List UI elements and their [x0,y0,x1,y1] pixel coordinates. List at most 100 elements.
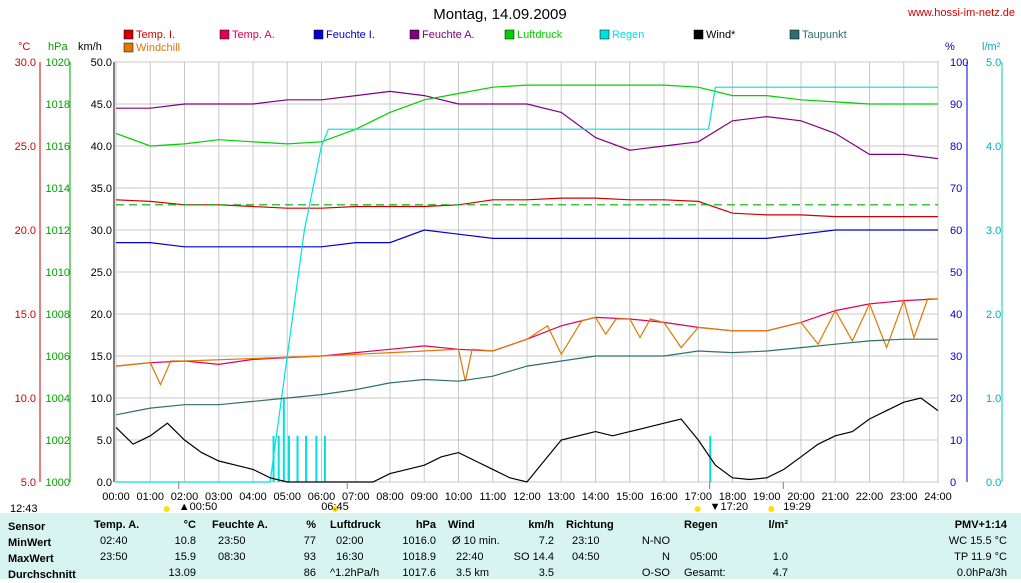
legend-swatch [409,29,420,40]
tick-label-celsius: 25.0 [15,141,36,153]
series-taupunkt [115,338,938,416]
tick-label-time: 14:00 [582,491,610,503]
stats-direction-2: N [662,551,670,563]
chart-title: Montag, 14.09.2009 [433,6,567,23]
tick-label-time: 16:00 [650,491,678,503]
stats-min-label: MinWert [8,537,52,549]
stats-humidity-min-time: 23:50 [218,535,246,547]
tick-label-percent: 10 [950,435,962,447]
axis-unit-rain: l/m² [982,41,1001,53]
legend-label: Temp. A. [232,29,275,41]
time-marker-label: 06:45 [321,501,349,513]
tick-label-rain: 0.0 [986,477,1001,489]
tick-label-hpa: 1000 [46,477,70,489]
stats-direction-column: Richtung 23:10 N-NO 04:50 N O-SO [560,513,674,579]
site-url[interactable]: www.hossi-im-netz.de [908,7,1015,19]
series-wind [115,397,939,483]
legend-swatch [123,42,134,53]
series-windchill [115,298,938,387]
tick-label-hpa: 1012 [46,225,70,237]
tick-label-percent: 30 [950,351,962,363]
tick-label-hpa: 1008 [46,309,70,321]
time-marker-label: 19:29 [783,501,811,513]
tick-label-hpa: 1016 [46,141,70,153]
stats-windchill: WC 15.5 °C [948,535,1007,547]
stats-sensor-column: Sensor MinWert MaxWert Durchschnitt [0,513,86,581]
tick-label-celsius: 30.0 [15,57,36,69]
tick-label-percent: 50 [950,267,962,279]
time-marker-label: ▲00:50 [179,501,217,513]
tick-label-celsius: 5.0 [21,477,36,489]
legend-label: Regen [612,29,644,41]
tick-label-celsius: 10.0 [15,393,36,405]
stats-temp-max-time: 23:50 [100,551,128,563]
tick-label-kmh: 0.0 [97,477,112,489]
tick-label-kmh: 10.0 [91,393,112,405]
stats-temp-header: Temp. A. [94,519,140,531]
axis-unit-kmh: km/h [78,41,102,53]
stats-rain-max-time: 05:00 [690,551,718,563]
legend-swatch [693,29,704,40]
stats-temp-min-time: 02:40 [100,535,128,547]
tick-label-kmh: 5.0 [97,435,112,447]
tick-label-percent: 90 [950,99,962,111]
time-marker-label: ▼17:20 [710,501,748,513]
legend-label: Temp. I. [136,29,175,41]
stats-pressure-min: 1016.0 [402,535,436,547]
tick-label-hpa: 1004 [46,393,70,405]
legend-label: Feuchte I. [326,29,375,41]
legend-swatch [504,29,515,40]
legend-label: Wind* [706,29,736,41]
tick-label-time: 06:00 [308,491,336,503]
stats-pressure-avg: 1017.6 [402,567,436,579]
tick-label-rain: 4.0 [986,141,1001,153]
stats-humidity-min: 77 [303,535,316,547]
stats-temp-column: Temp. A. °C 02:40 10.8 23:50 15.9 13.09 [88,513,202,579]
stats-humidity-header: Feuchte A. [212,519,268,531]
tick-label-percent: 70 [950,183,962,195]
stats-pressure-header: Luftdruck [330,519,381,531]
time-marker-dot [332,506,339,512]
stats-wind-mean: 3.5 [538,567,554,579]
tick-label-time: 00:00 [102,491,130,503]
tick-label-time: 02:00 [171,491,199,503]
tick-label-kmh: 35.0 [91,183,112,195]
statistics-panel: Sensor MinWert MaxWert Durchschnitt Temp… [0,513,1021,581]
stats-humidity-avg: 86 [303,567,316,579]
legend-swatch [789,29,800,40]
stats-wind-avg-label: Ø 10 min. [452,535,500,547]
stats-temp-unit: °C [183,519,196,531]
legend-swatch [599,29,610,40]
stats-wind-max-time: 22:40 [456,551,484,563]
tick-label-kmh: 45.0 [91,99,112,111]
tick-label-time: 19:00 [753,491,781,503]
stats-direction-time2: 04:50 [572,551,600,563]
stats-dewpoint: TP 11.9 °C [954,551,1007,563]
tick-label-time: 10:00 [445,491,473,503]
tick-label-kmh: 15.0 [91,351,112,363]
tick-label-percent: 20 [950,393,962,405]
stats-pmv-column: PMV+1:14 WC 15.5 °C TP 11.9 °C 0.0hPa/3h [796,513,1021,579]
tick-label-time: 22:00 [856,491,884,503]
stats-humidity-max-time: 08:30 [218,551,246,563]
tick-label-hpa: 1018 [46,99,70,111]
tick-label-celsius: 20.0 [15,225,36,237]
legend-label: Feuchte A. [422,29,475,41]
series-feuchte-a [116,90,939,160]
time-marker-dot [694,506,701,512]
tick-label-hpa: 1006 [46,351,70,363]
stats-pressure-trend: ^1.2hPa/h [330,567,380,579]
weather-chart: 5.010.015.020.025.030.010001002100410061… [10,29,1003,513]
tick-label-hpa: 1020 [46,57,70,69]
stats-wind-unit: km/h [528,519,554,531]
tick-label-time: 03:00 [205,491,233,503]
stats-pressure-min-time: 02:00 [336,535,364,547]
tick-label-rain: 3.0 [986,225,1001,237]
stats-wind-header: Wind [448,519,475,531]
stats-wind-distance: 3.5 km [456,567,490,579]
stats-humidity-column: Feuchte A. % 23:50 77 08:30 93 86 [204,513,322,579]
tick-label-percent: 80 [950,141,962,153]
tick-label-kmh: 25.0 [91,267,112,279]
stats-wind-column: Wind km/h Ø 10 min. 7.2 22:40 SO 14.4 3.… [444,513,558,579]
stats-direction-1: N-NO [641,535,670,547]
